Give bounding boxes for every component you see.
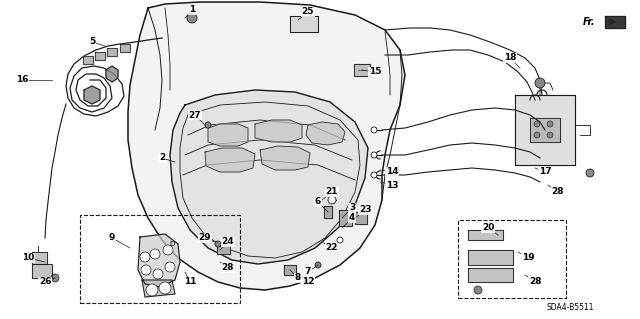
Text: 21: 21 bbox=[326, 188, 339, 197]
Circle shape bbox=[474, 286, 482, 294]
Circle shape bbox=[534, 132, 540, 138]
Polygon shape bbox=[138, 234, 180, 287]
Polygon shape bbox=[605, 16, 625, 28]
Text: 28: 28 bbox=[221, 263, 234, 272]
Polygon shape bbox=[355, 212, 367, 224]
Circle shape bbox=[187, 13, 197, 23]
Polygon shape bbox=[142, 280, 175, 297]
Circle shape bbox=[371, 172, 377, 178]
Polygon shape bbox=[339, 210, 352, 226]
Text: 28: 28 bbox=[552, 188, 564, 197]
Polygon shape bbox=[468, 268, 513, 282]
Circle shape bbox=[165, 262, 175, 272]
Polygon shape bbox=[106, 66, 118, 82]
Text: 28: 28 bbox=[529, 278, 541, 286]
Text: 23: 23 bbox=[359, 205, 371, 214]
Circle shape bbox=[159, 282, 171, 294]
Polygon shape bbox=[205, 148, 255, 172]
Circle shape bbox=[51, 274, 59, 282]
Bar bbox=[458, 220, 566, 298]
Text: 25: 25 bbox=[301, 8, 314, 17]
Text: 27: 27 bbox=[189, 110, 202, 120]
Polygon shape bbox=[468, 250, 513, 265]
Text: 20: 20 bbox=[482, 224, 494, 233]
Polygon shape bbox=[255, 120, 302, 142]
Polygon shape bbox=[324, 206, 332, 218]
Text: 8: 8 bbox=[295, 273, 301, 283]
Circle shape bbox=[315, 262, 321, 268]
Circle shape bbox=[215, 241, 221, 247]
Polygon shape bbox=[284, 265, 296, 275]
Text: 18: 18 bbox=[504, 54, 516, 63]
Text: 13: 13 bbox=[386, 181, 398, 189]
Text: D: D bbox=[170, 241, 175, 247]
Text: 15: 15 bbox=[369, 68, 381, 77]
Text: 17: 17 bbox=[539, 167, 551, 176]
Text: 1: 1 bbox=[189, 5, 195, 14]
Circle shape bbox=[371, 127, 377, 133]
Polygon shape bbox=[468, 230, 503, 240]
Circle shape bbox=[205, 122, 211, 128]
Polygon shape bbox=[128, 2, 405, 290]
Polygon shape bbox=[306, 122, 345, 145]
Circle shape bbox=[153, 269, 163, 279]
Polygon shape bbox=[515, 95, 575, 165]
Polygon shape bbox=[354, 64, 370, 76]
Polygon shape bbox=[83, 56, 93, 64]
Text: 11: 11 bbox=[184, 278, 196, 286]
Text: 10: 10 bbox=[22, 254, 34, 263]
Text: SDA4-B5511: SDA4-B5511 bbox=[547, 303, 594, 313]
Circle shape bbox=[535, 78, 545, 88]
Circle shape bbox=[146, 284, 158, 296]
Circle shape bbox=[337, 237, 343, 243]
Circle shape bbox=[150, 249, 160, 259]
Text: 29: 29 bbox=[198, 234, 211, 242]
Text: 4: 4 bbox=[349, 213, 355, 222]
Polygon shape bbox=[290, 16, 318, 32]
Polygon shape bbox=[107, 48, 117, 56]
Circle shape bbox=[328, 196, 336, 204]
Polygon shape bbox=[208, 124, 248, 146]
Text: 14: 14 bbox=[386, 167, 398, 176]
Circle shape bbox=[534, 121, 540, 127]
Circle shape bbox=[547, 121, 553, 127]
Polygon shape bbox=[84, 86, 100, 104]
Polygon shape bbox=[120, 44, 130, 52]
Text: 12: 12 bbox=[301, 278, 314, 286]
Text: 2: 2 bbox=[159, 153, 165, 162]
Text: 9: 9 bbox=[109, 234, 115, 242]
Polygon shape bbox=[260, 146, 310, 170]
Circle shape bbox=[163, 245, 173, 255]
Polygon shape bbox=[217, 246, 230, 254]
Circle shape bbox=[140, 252, 150, 262]
Text: 26: 26 bbox=[39, 278, 51, 286]
Text: 19: 19 bbox=[522, 254, 534, 263]
Text: Fr.: Fr. bbox=[582, 17, 595, 27]
Circle shape bbox=[141, 265, 151, 275]
Bar bbox=[80, 215, 240, 303]
Text: 16: 16 bbox=[16, 76, 28, 85]
Polygon shape bbox=[32, 264, 52, 278]
Text: 5: 5 bbox=[89, 38, 95, 47]
Text: 22: 22 bbox=[326, 243, 339, 253]
Circle shape bbox=[371, 152, 377, 158]
Polygon shape bbox=[170, 90, 368, 264]
Polygon shape bbox=[95, 52, 105, 60]
Circle shape bbox=[547, 132, 553, 138]
Text: 7: 7 bbox=[305, 268, 311, 277]
Polygon shape bbox=[32, 252, 47, 264]
Circle shape bbox=[586, 169, 594, 177]
Text: 24: 24 bbox=[221, 238, 234, 247]
Text: 6: 6 bbox=[315, 197, 321, 206]
Text: 3: 3 bbox=[349, 204, 355, 212]
Polygon shape bbox=[530, 118, 560, 142]
